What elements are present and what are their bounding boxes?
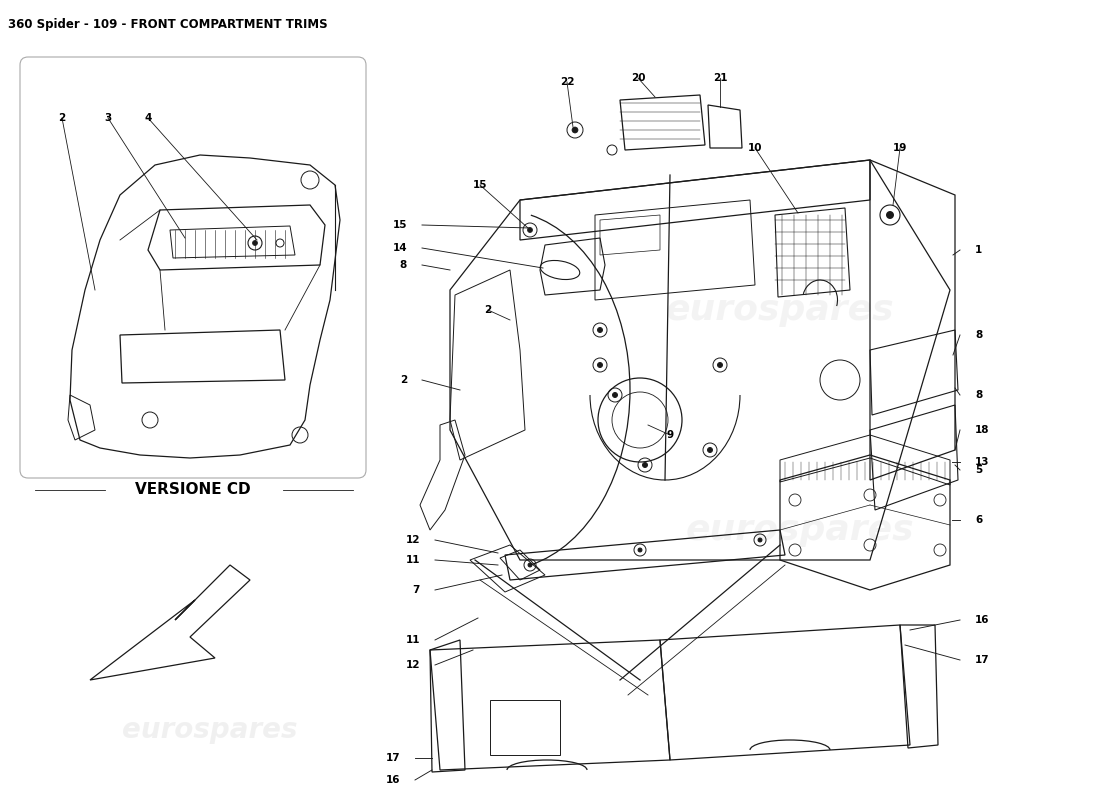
Text: 16: 16 [385, 775, 400, 785]
Circle shape [597, 362, 603, 367]
Text: eurospares: eurospares [666, 293, 894, 327]
Text: 15: 15 [473, 180, 487, 190]
Text: 15: 15 [393, 220, 407, 230]
Circle shape [613, 393, 617, 398]
Text: 16: 16 [975, 615, 990, 625]
Text: eurospares: eurospares [685, 513, 914, 547]
Text: 11: 11 [406, 555, 420, 565]
Text: 10: 10 [748, 143, 762, 153]
Text: 8: 8 [975, 390, 982, 400]
Text: 2: 2 [58, 113, 66, 123]
Text: 2: 2 [484, 305, 492, 315]
Text: 2: 2 [399, 375, 407, 385]
Text: 1: 1 [975, 245, 982, 255]
Text: 17: 17 [975, 655, 990, 665]
Text: 3: 3 [104, 113, 111, 123]
Circle shape [528, 563, 532, 567]
Text: 5: 5 [975, 465, 982, 475]
Circle shape [642, 462, 648, 467]
Circle shape [758, 538, 762, 542]
Text: 8: 8 [399, 260, 407, 270]
Text: eurospares: eurospares [122, 716, 298, 744]
Circle shape [638, 548, 642, 552]
FancyBboxPatch shape [20, 57, 366, 478]
Text: 7: 7 [412, 585, 420, 595]
Circle shape [572, 127, 578, 133]
Text: 4: 4 [144, 113, 152, 123]
Circle shape [717, 362, 723, 367]
Circle shape [597, 327, 603, 333]
Text: 19: 19 [893, 143, 907, 153]
Text: 14: 14 [393, 243, 407, 253]
Text: 18: 18 [975, 425, 990, 435]
Circle shape [707, 447, 713, 453]
Text: 11: 11 [406, 635, 420, 645]
Text: 360 Spider - 109 - FRONT COMPARTMENT TRIMS: 360 Spider - 109 - FRONT COMPARTMENT TRI… [8, 18, 328, 31]
Text: 17: 17 [385, 753, 400, 763]
Text: 8: 8 [975, 330, 982, 340]
Text: 22: 22 [560, 77, 574, 87]
Text: VERSIONE CD: VERSIONE CD [135, 482, 251, 498]
Text: eurospares: eurospares [114, 258, 272, 282]
Text: 20: 20 [630, 73, 646, 83]
Text: 21: 21 [713, 73, 727, 83]
Text: 13: 13 [975, 457, 990, 467]
Polygon shape [90, 565, 250, 680]
Circle shape [528, 227, 532, 233]
Text: 12: 12 [406, 660, 420, 670]
Circle shape [887, 211, 893, 218]
Text: 9: 9 [667, 430, 673, 440]
Text: 12: 12 [406, 535, 420, 545]
Circle shape [253, 241, 257, 246]
Text: 6: 6 [975, 515, 982, 525]
